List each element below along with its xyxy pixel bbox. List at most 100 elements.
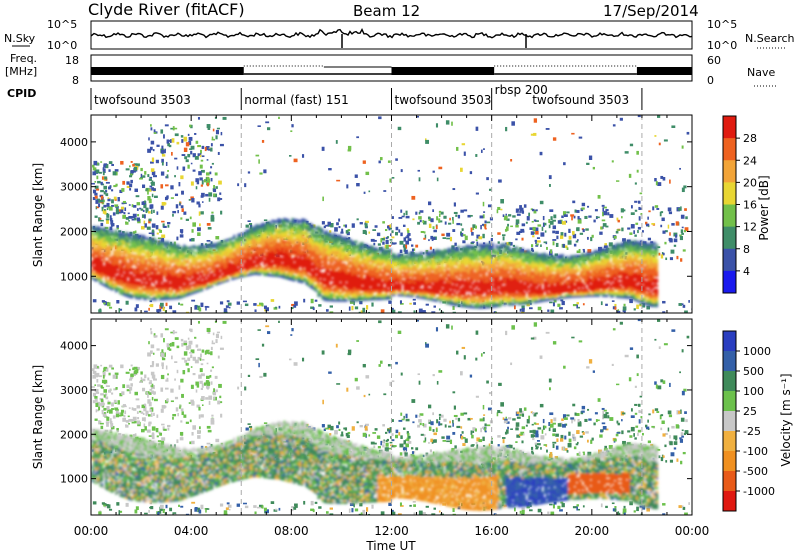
power-cell — [535, 243, 539, 246]
power-cell — [281, 231, 284, 234]
power-cell — [311, 280, 314, 284]
power-cell — [149, 243, 152, 247]
power-cell — [291, 248, 294, 251]
power-cell — [150, 303, 154, 308]
power-cell — [265, 251, 268, 254]
power-cell — [486, 221, 491, 224]
power-cell — [349, 260, 352, 264]
power-cell — [373, 242, 376, 246]
power-cell — [101, 252, 104, 255]
power-cell — [189, 276, 192, 280]
power-cell — [147, 148, 152, 153]
power-cell — [321, 250, 324, 254]
power-cell — [568, 228, 571, 233]
power-cell — [117, 250, 120, 254]
power-cell — [325, 262, 328, 265]
power-cell — [347, 238, 350, 242]
power-cell — [223, 308, 228, 313]
power-cell — [351, 293, 354, 296]
power-cell — [209, 283, 212, 286]
power-cell — [101, 236, 104, 239]
power-cell — [285, 268, 288, 272]
power-cell — [328, 168, 332, 171]
power-cell — [315, 251, 318, 254]
power-cell — [161, 201, 166, 206]
power-cell — [243, 264, 246, 268]
power-cell — [365, 284, 368, 287]
power-cell — [269, 243, 272, 247]
power-cell — [261, 269, 264, 272]
power-cell — [351, 252, 354, 256]
power-cell — [203, 245, 206, 249]
power-cell — [133, 294, 136, 297]
power-cell — [255, 244, 258, 247]
power-cell — [121, 288, 124, 292]
power-cell — [269, 263, 272, 267]
power-cell — [107, 259, 110, 263]
power-cell — [215, 250, 218, 254]
power-cell — [259, 238, 262, 242]
power-cell — [313, 255, 316, 259]
power-cell — [251, 246, 254, 250]
power-cell — [346, 184, 349, 189]
power-cell — [329, 278, 332, 282]
power-cell — [99, 229, 102, 232]
power-cell — [281, 239, 284, 242]
power-cell — [333, 238, 336, 242]
power-cell — [345, 291, 348, 294]
power-cell — [171, 256, 174, 260]
power-cell — [151, 273, 154, 277]
power-cell — [209, 269, 212, 272]
power-cell — [231, 249, 234, 252]
power-cell — [157, 294, 160, 297]
power-cell — [490, 254, 495, 257]
power-cell — [257, 264, 260, 268]
power-cell — [343, 244, 346, 248]
power-cell — [117, 242, 120, 245]
power-cell — [245, 268, 248, 271]
power-cell — [305, 236, 308, 239]
power-cell — [97, 270, 100, 273]
power-cell — [307, 245, 310, 249]
power-cell — [669, 232, 671, 236]
power-cell — [235, 258, 238, 261]
power-cell — [147, 237, 150, 240]
power-cell — [179, 246, 182, 249]
power-cell — [339, 263, 342, 266]
power-cell — [95, 188, 100, 191]
power-cell — [185, 259, 188, 263]
power-cell — [675, 221, 679, 226]
power-cell — [299, 228, 302, 231]
power-cell — [249, 239, 252, 242]
power-cell — [688, 300, 690, 303]
power-cell — [267, 255, 270, 259]
power-cell — [171, 291, 174, 294]
power-cell — [323, 237, 326, 241]
power-cell — [177, 264, 180, 267]
power-cell — [297, 267, 300, 271]
power-cell — [271, 268, 274, 271]
power-cell — [315, 257, 318, 260]
power-cell — [329, 232, 332, 236]
power-cell — [121, 272, 124, 275]
power-cell — [327, 221, 331, 226]
power-cell — [176, 141, 180, 145]
power-cell — [111, 233, 114, 237]
power-cell — [165, 281, 168, 285]
power-cell — [243, 232, 246, 235]
power-cell — [183, 288, 186, 292]
power-cell — [347, 283, 350, 286]
power-cell — [191, 292, 194, 295]
power-cell — [305, 282, 308, 285]
power-cell — [128, 204, 131, 206]
power-cell — [444, 221, 447, 225]
power-cell — [151, 265, 154, 269]
power-cell — [173, 268, 176, 272]
power-cell — [564, 232, 567, 237]
power-cell — [388, 300, 392, 304]
power-cell — [95, 251, 98, 254]
power-cell — [159, 251, 162, 255]
power-cell — [198, 307, 202, 312]
power-cell — [215, 276, 218, 280]
power-cell — [221, 258, 224, 262]
